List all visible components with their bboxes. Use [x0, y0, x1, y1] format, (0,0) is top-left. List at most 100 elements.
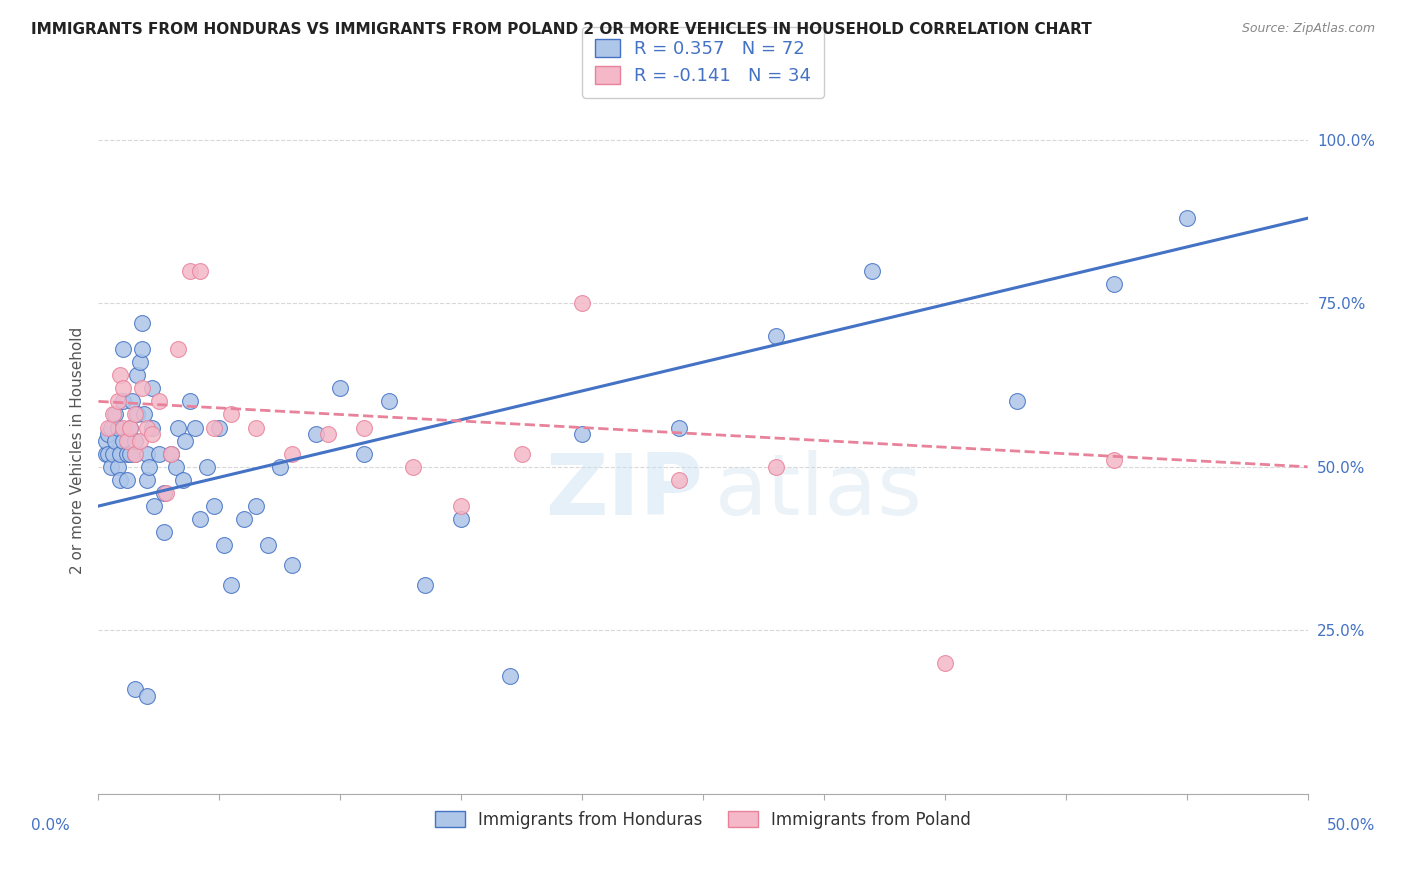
Point	[118, 447, 141, 461]
Point	[111, 394, 134, 409]
Point	[131, 342, 153, 356]
Point	[148, 394, 170, 409]
Y-axis label: 2 or more Vehicles in Household: 2 or more Vehicles in Household	[69, 326, 84, 574]
Point	[316, 427, 339, 442]
Point	[160, 447, 183, 461]
Point	[104, 408, 127, 422]
Point	[184, 420, 207, 434]
Text: ZIP: ZIP	[546, 450, 703, 533]
Point	[141, 381, 163, 395]
Point	[860, 263, 883, 277]
Point	[101, 408, 124, 422]
Point	[269, 459, 291, 474]
Point	[111, 420, 134, 434]
Point	[97, 420, 120, 434]
Point	[245, 499, 267, 513]
Point	[450, 512, 472, 526]
Point	[1102, 277, 1125, 291]
Point	[108, 447, 131, 461]
Point	[108, 368, 131, 383]
Point	[124, 434, 146, 448]
Point	[353, 447, 375, 461]
Point	[179, 263, 201, 277]
Text: atlas: atlas	[716, 450, 924, 533]
Point	[124, 447, 146, 461]
Point	[100, 459, 122, 474]
Point	[101, 447, 124, 461]
Point	[134, 408, 156, 422]
Text: 0.0%: 0.0%	[31, 818, 70, 832]
Point	[1102, 453, 1125, 467]
Point	[204, 499, 226, 513]
Point	[152, 486, 174, 500]
Point	[131, 381, 153, 395]
Point	[117, 434, 139, 448]
Point	[221, 408, 243, 422]
Text: 50.0%: 50.0%	[1327, 818, 1375, 832]
Point	[118, 420, 141, 434]
Point	[138, 459, 160, 474]
Point	[135, 420, 157, 434]
Point	[179, 394, 201, 409]
Point	[131, 316, 153, 330]
Text: IMMIGRANTS FROM HONDURAS VS IMMIGRANTS FROM POLAND 2 OR MORE VEHICLES IN HOUSEHO: IMMIGRANTS FROM HONDURAS VS IMMIGRANTS F…	[31, 22, 1091, 37]
Point	[128, 434, 150, 448]
Point	[135, 473, 157, 487]
Point	[160, 447, 183, 461]
Point	[402, 459, 425, 474]
Point	[107, 420, 129, 434]
Point	[256, 538, 278, 552]
Point	[195, 459, 218, 474]
Point	[118, 420, 141, 434]
Point	[124, 682, 146, 697]
Point	[117, 473, 139, 487]
Point	[174, 434, 197, 448]
Point	[128, 355, 150, 369]
Point	[571, 427, 593, 442]
Point	[498, 669, 520, 683]
Point	[108, 473, 131, 487]
Legend: Immigrants from Honduras, Immigrants from Poland: Immigrants from Honduras, Immigrants fro…	[426, 803, 980, 837]
Point	[281, 558, 304, 572]
Point	[152, 525, 174, 540]
Point	[141, 427, 163, 442]
Point	[188, 512, 211, 526]
Point	[167, 420, 190, 434]
Point	[281, 447, 304, 461]
Point	[221, 577, 243, 591]
Point	[135, 689, 157, 703]
Point	[117, 447, 139, 461]
Point	[204, 420, 226, 434]
Point	[212, 538, 235, 552]
Point	[188, 263, 211, 277]
Point	[232, 512, 254, 526]
Point	[329, 381, 352, 395]
Point	[97, 447, 120, 461]
Point	[167, 342, 190, 356]
Point	[450, 499, 472, 513]
Point	[353, 420, 375, 434]
Point	[510, 447, 533, 461]
Point	[765, 329, 787, 343]
Point	[148, 447, 170, 461]
Point	[208, 420, 231, 434]
Point	[165, 459, 187, 474]
Point	[135, 447, 157, 461]
Point	[668, 473, 690, 487]
Point	[141, 420, 163, 434]
Point	[668, 420, 690, 434]
Point	[121, 394, 143, 409]
Point	[1175, 211, 1198, 226]
Point	[143, 499, 166, 513]
Point	[107, 394, 129, 409]
Point	[934, 656, 956, 670]
Point	[1007, 394, 1029, 409]
Point	[97, 427, 120, 442]
Text: Source: ZipAtlas.com: Source: ZipAtlas.com	[1241, 22, 1375, 36]
Point	[111, 381, 134, 395]
Point	[124, 408, 146, 422]
Point	[94, 447, 117, 461]
Point	[124, 447, 146, 461]
Point	[94, 434, 117, 448]
Point	[245, 420, 267, 434]
